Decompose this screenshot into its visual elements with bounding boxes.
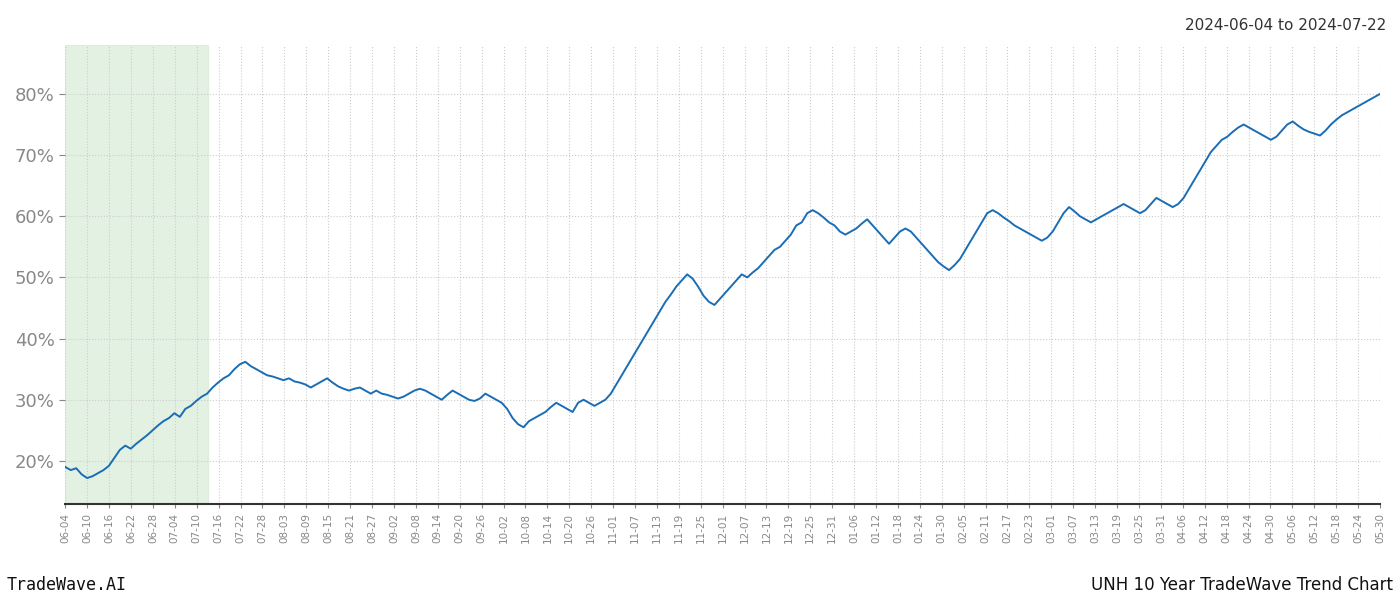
- Bar: [66, 45, 207, 504]
- Text: 2024-06-04 to 2024-07-22: 2024-06-04 to 2024-07-22: [1184, 18, 1386, 33]
- Text: TradeWave.AI: TradeWave.AI: [7, 576, 127, 594]
- Text: UNH 10 Year TradeWave Trend Chart: UNH 10 Year TradeWave Trend Chart: [1091, 576, 1393, 594]
